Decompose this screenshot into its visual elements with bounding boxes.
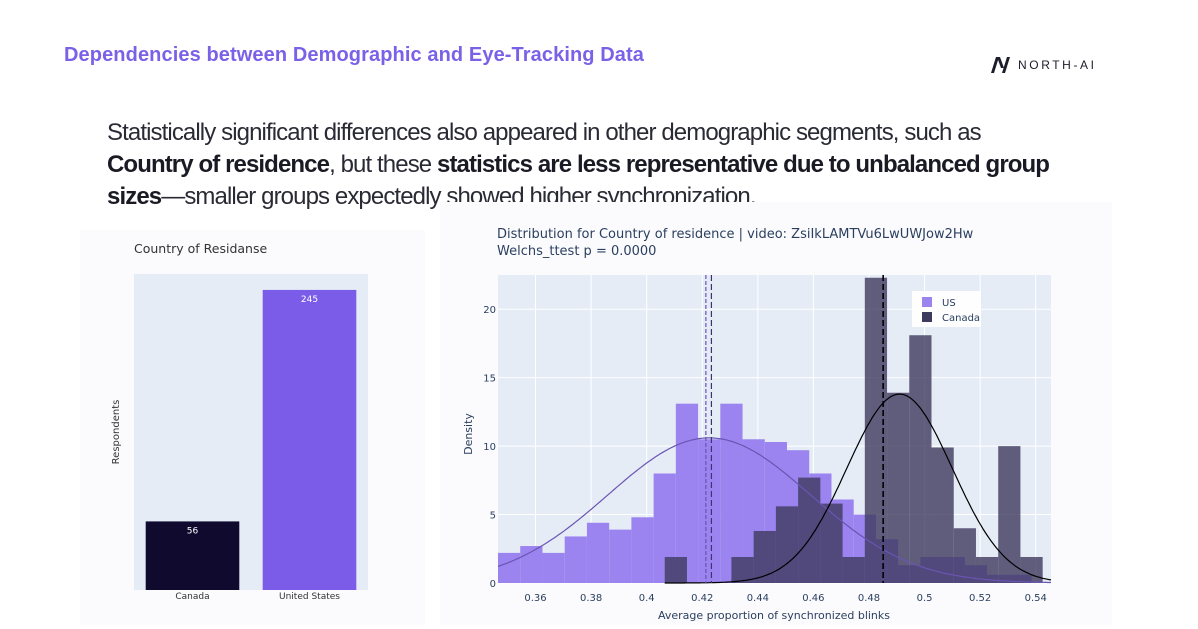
y-tick-label: 5 xyxy=(490,511,496,522)
histogram-title: Distribution for Country of residence | … xyxy=(497,227,974,242)
hist-bar-canada xyxy=(820,503,843,583)
hist-bar-canada xyxy=(664,556,687,583)
histogram-x-axis-label: Average proportion of synchronized blink… xyxy=(658,609,890,622)
hist-bar-us xyxy=(564,536,587,583)
bar-value-label: 245 xyxy=(301,295,318,305)
histogram-ticks: 0 5 10 15 20 0.36 0.38 0.4 0.42 0.44 0.46 0.48 0.5 0.… xyxy=(483,305,1047,604)
bar-category-label: United States xyxy=(279,592,340,602)
x-tick-label: 0.54 xyxy=(1025,593,1047,604)
hist-bar-canada xyxy=(798,477,821,583)
x-tick-label: 0.44 xyxy=(747,593,769,604)
hist-bar-us xyxy=(675,403,699,583)
density-curves xyxy=(497,393,1052,584)
y-tick-label: 20 xyxy=(483,305,496,316)
hist-bar-canada xyxy=(953,528,976,583)
legend-swatch-us xyxy=(922,297,932,307)
intro-bold-2: statistics are less representative due t… xyxy=(107,151,1050,210)
legend-label-us: US xyxy=(942,298,956,309)
x-tick-label: 0.4 xyxy=(639,593,655,604)
hist-bar-canada xyxy=(909,335,932,583)
distribution-chart-panel: Distribution for Country of residence | … xyxy=(440,202,1112,625)
bar-value-label: 56 xyxy=(187,526,199,536)
hist-bar-canada xyxy=(998,446,1021,583)
bar-y-axis-label: Respondents xyxy=(111,400,122,465)
hist-bar-us xyxy=(720,403,743,583)
hist-bar-us xyxy=(653,473,676,583)
x-tick-label: 0.48 xyxy=(858,593,880,604)
hist-bar-canada xyxy=(864,277,888,583)
y-tick-label: 10 xyxy=(483,442,496,453)
x-tick-label: 0.46 xyxy=(802,593,824,604)
intro-text-1: Statistically significant differences al… xyxy=(107,119,982,146)
x-tick-label: 0.52 xyxy=(969,593,991,604)
north-ai-logo-icon xyxy=(991,57,1010,73)
bar-marks: 56 Canada 245 United States xyxy=(145,289,357,602)
canada-density-curve xyxy=(664,393,1052,584)
bar-category-label: Canada xyxy=(175,592,209,602)
histogram-legend[interactable]: US Canada xyxy=(912,291,981,327)
intro-bold-1: Country of residence xyxy=(107,151,330,178)
hist-bar-us xyxy=(698,439,721,583)
intro-paragraph: Statistically significant differences al… xyxy=(107,117,1067,213)
bar-chart-title: Country of Residanse xyxy=(134,241,267,256)
histogram-bars xyxy=(498,277,1043,583)
country-bar-chart[interactable]: Country of Residanse 56 Canada 245 United S… xyxy=(80,230,425,625)
bar-canada xyxy=(145,521,240,590)
hist-bar-canada xyxy=(842,556,865,583)
hist-bar-us xyxy=(498,552,521,583)
x-tick-label: 0.42 xyxy=(691,593,713,604)
hist-bar-us xyxy=(586,522,610,583)
x-tick-label: 0.36 xyxy=(524,593,546,604)
hist-bar-canada xyxy=(1020,556,1043,583)
hist-bar-canada xyxy=(753,530,776,583)
x-tick-label: 0.38 xyxy=(580,593,602,604)
hist-bar-us xyxy=(609,529,632,583)
hist-bar-us xyxy=(631,517,654,583)
north-ai-logo: NORTH-AI xyxy=(990,54,1097,76)
legend-swatch-canada xyxy=(922,312,932,322)
country-bar-chart-panel: Country of Residanse 56 Canada 245 United S… xyxy=(80,230,425,625)
hist-bar-canada xyxy=(887,392,910,583)
distribution-histogram[interactable]: Distribution for Country of residence | … xyxy=(440,202,1112,625)
intro-text-2: , but these xyxy=(329,151,438,178)
histogram-y-axis-label: Density xyxy=(462,413,475,455)
slide-title: Dependencies between Demographic and Eye… xyxy=(64,44,645,66)
bar-united-states xyxy=(262,289,357,590)
logo-text: NORTH-AI xyxy=(1018,58,1097,72)
legend-label-canada: Canada xyxy=(942,313,980,324)
mean-lines xyxy=(705,275,884,583)
us-density-curve xyxy=(497,437,1051,584)
hist-bar-canada xyxy=(975,556,999,583)
hist-bar-canada xyxy=(931,447,954,583)
hist-bar-canada xyxy=(731,556,754,583)
hist-bar-us xyxy=(542,552,565,583)
histogram-subtitle: Welchs_ttest p = 0.0000 xyxy=(497,244,656,259)
hist-bar-canada xyxy=(775,506,799,583)
y-tick-label: 15 xyxy=(483,374,496,385)
x-tick-label: 0.5 xyxy=(917,593,933,604)
y-tick-label: 0 xyxy=(490,579,496,590)
